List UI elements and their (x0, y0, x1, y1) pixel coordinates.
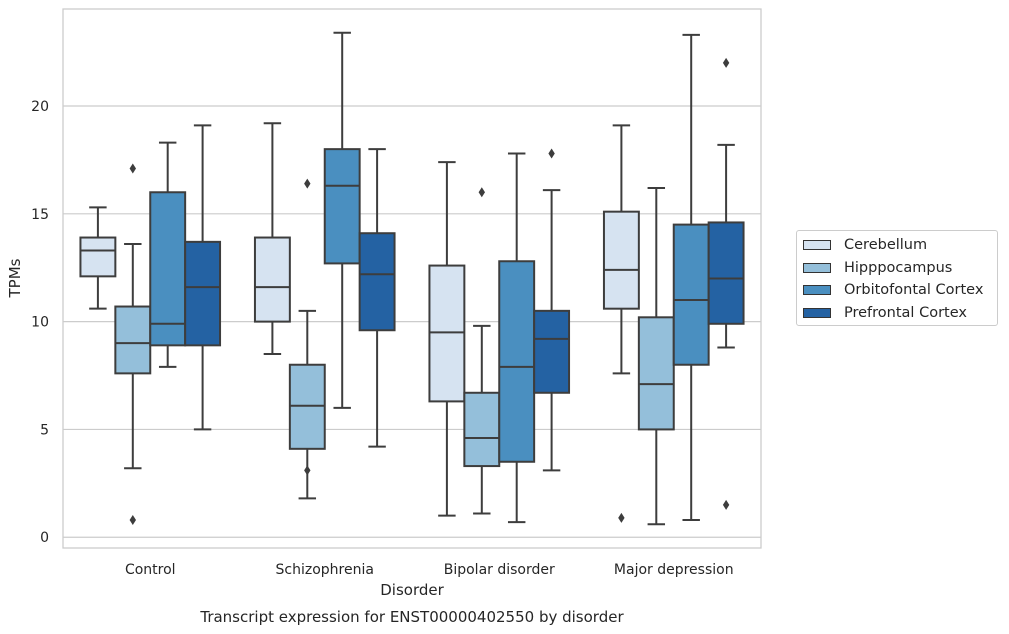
box-prefrontal-cortex (184, 124, 222, 431)
box-cerebellum (253, 122, 291, 355)
outlier-point (618, 512, 625, 523)
box-orbitofontal-cortex (498, 152, 536, 524)
outlier-point (304, 465, 311, 476)
y-tick-label: 0 (40, 530, 49, 546)
box-cerebellum (79, 206, 117, 310)
outlier-point (129, 163, 136, 174)
box-cerebellum (428, 161, 466, 517)
x-tick-label: Bipolar disorder (444, 562, 555, 578)
legend-item: Cerebellum (803, 234, 997, 257)
chart-title: Transcript expression for ENST0000040255… (199, 608, 624, 626)
box-body (637, 316, 675, 431)
legend-item: Orbitofontal Cortex (803, 279, 997, 302)
legend-label: Orbitofontal Cortex (844, 282, 984, 299)
box-body (253, 236, 291, 323)
box-orbitofontal-cortex (323, 31, 361, 409)
legend-item: Hipppocampus (803, 257, 997, 280)
box-body (358, 232, 396, 332)
box-hipppocampus (463, 187, 501, 515)
y-axis-label: TPMs (6, 258, 24, 298)
box-hipppocampus (637, 186, 675, 526)
outlier-point (548, 148, 555, 159)
legend: Cerebellum Hipppocampus Orbitofontal Corte… (796, 230, 998, 326)
box-body (463, 391, 501, 468)
box-body (114, 305, 152, 375)
y-tick-label: 15 (31, 207, 49, 223)
plot-frame (62, 8, 762, 549)
y-tick-label: 5 (40, 422, 49, 438)
box-prefrontal-cortex (707, 57, 745, 510)
outlier-point (478, 187, 485, 198)
outlier-point (722, 499, 730, 510)
box-body (288, 363, 326, 450)
box-body (672, 223, 710, 366)
box-hipppocampus (288, 178, 326, 500)
outlier-point (722, 57, 730, 68)
box-body (184, 240, 222, 347)
y-tick-label: 10 (31, 315, 49, 331)
box-body (149, 191, 187, 347)
box-prefrontal-cortex (533, 148, 571, 472)
legend-label: Prefrontal Cortex (844, 304, 967, 321)
box-body (428, 264, 466, 403)
box-body (602, 210, 640, 310)
box-orbitofontal-cortex (672, 33, 710, 521)
outlier-point (129, 514, 136, 525)
box-hipppocampus (114, 163, 152, 525)
y-tick-label: 20 (31, 99, 49, 115)
x-tick-label: Schizophrenia (276, 562, 374, 578)
box-cerebellum (602, 124, 640, 523)
x-axis-label: Disorder (380, 581, 444, 599)
legend-label: Hipppocampus (844, 259, 953, 276)
outlier-point (304, 178, 311, 189)
legend-swatch (803, 307, 831, 318)
x-tick-label: Control (125, 562, 176, 578)
x-tick-labels: Control Schizophrenia Bipolar disorder Majo… (125, 562, 734, 578)
box-body (79, 236, 117, 278)
box-body (498, 260, 536, 463)
legend-label: Cerebellum (844, 237, 928, 254)
x-tick-label: Major depression (614, 562, 734, 578)
y-tick-labels: 0 5 10 15 20 (31, 99, 49, 546)
box-body (533, 309, 571, 394)
legend-swatch (803, 285, 831, 296)
box-plots (79, 31, 745, 526)
legend-swatch (803, 262, 831, 273)
legend-item: Prefrontal Cortex (803, 302, 997, 325)
box-body (707, 221, 745, 325)
box-body (323, 148, 361, 265)
legend-swatch (803, 240, 831, 251)
box-orbitofontal-cortex (149, 141, 187, 368)
box-prefrontal-cortex (358, 148, 396, 448)
